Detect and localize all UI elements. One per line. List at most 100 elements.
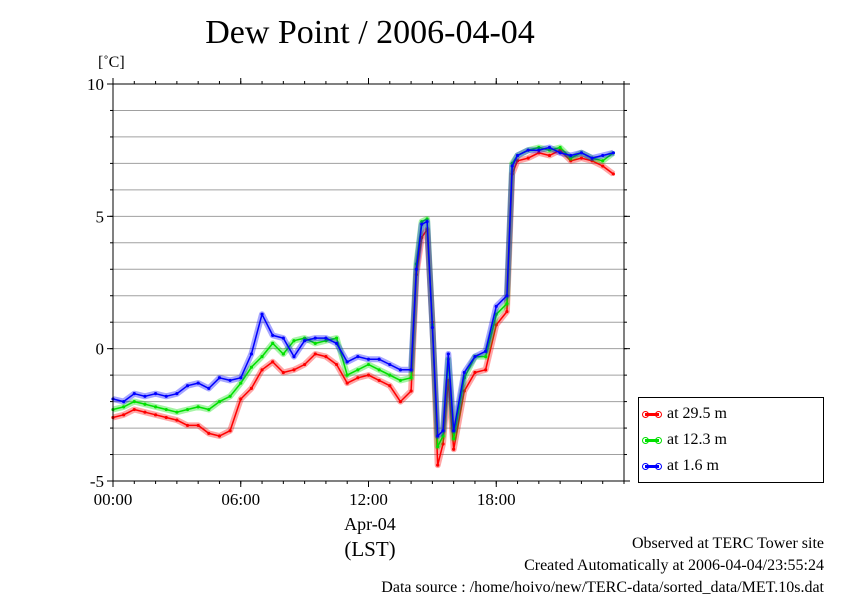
data-point: [579, 156, 584, 160]
data-point: [175, 418, 179, 422]
data-point: [601, 159, 605, 163]
data-point: [505, 302, 509, 306]
data-point: [228, 378, 232, 383]
series-lines: [111, 144, 616, 469]
data-point: [143, 394, 147, 398]
data-point: [281, 370, 285, 375]
data-point: [271, 360, 275, 364]
data-point: [122, 413, 126, 417]
data-point: [473, 355, 477, 359]
data-point: [122, 400, 126, 404]
data-point: [515, 153, 520, 158]
data-point: [249, 352, 253, 356]
data-point: [164, 407, 168, 412]
data-point: [292, 368, 296, 372]
y-tick-label: -5: [90, 472, 104, 491]
x-tick-label: 06:00: [221, 490, 260, 509]
data-point: [324, 339, 328, 343]
grid-lines: [113, 109, 624, 456]
x-axis-zone-label: (LST): [344, 537, 396, 561]
legend-label: at 29.5 m: [667, 405, 727, 422]
data-point: [292, 355, 296, 359]
data-point: [398, 400, 403, 404]
data-point: [303, 336, 307, 340]
data-point: [228, 394, 232, 398]
data-point: [436, 463, 440, 467]
data-point: [239, 397, 243, 401]
data-point: [430, 325, 434, 330]
data-point: [505, 310, 509, 314]
legend-item-12-3m: at 12.3 m: [642, 430, 727, 450]
data-point: [175, 410, 179, 414]
data-point: [324, 336, 328, 340]
data-point: [334, 362, 339, 367]
x-tick-label: 18:00: [477, 490, 516, 509]
data-point: [526, 148, 530, 152]
legend-item-1-6m: at 1.6 m: [642, 456, 719, 476]
x-tick-label: 00:00: [94, 490, 133, 509]
data-point: [366, 373, 371, 377]
data-point: [388, 373, 392, 377]
data-point: [579, 151, 584, 155]
y-tick-label: 0: [96, 340, 105, 359]
data-point: [271, 341, 275, 345]
data-point: [409, 368, 413, 372]
data-point: [462, 389, 466, 393]
data-point: [143, 402, 147, 406]
data-point: [569, 153, 573, 158]
data-point: [345, 381, 349, 385]
legend-swatch-blue: [642, 462, 662, 470]
data-point: [377, 378, 381, 383]
data-point: [446, 352, 450, 356]
legend-swatch-green: [642, 436, 662, 444]
data-point: [249, 365, 253, 369]
data-point: [217, 400, 222, 404]
data-point: [366, 362, 371, 367]
data-point: [196, 423, 200, 428]
data-point: [409, 376, 413, 380]
data-point: [547, 153, 552, 158]
legend-label: at 1.6 m: [667, 457, 719, 474]
data-point: [196, 405, 200, 409]
data-point: [452, 447, 456, 451]
series-band-2: [112, 144, 615, 439]
data-point: [484, 349, 488, 353]
y-tick-label: 5: [96, 207, 105, 226]
data-point: [590, 156, 594, 160]
data-point: [441, 429, 445, 433]
data-point: [132, 400, 136, 404]
data-point: [569, 159, 573, 163]
data-point: [217, 434, 222, 438]
data-point: [558, 151, 562, 155]
data-point: [425, 217, 429, 221]
data-point: [260, 368, 264, 372]
data-point: [292, 339, 296, 343]
legend-item-29-5m: at 29.5 m: [642, 404, 727, 424]
data-point: [484, 355, 488, 359]
data-point: [164, 394, 168, 398]
data-point: [441, 434, 445, 438]
data-point: [313, 341, 317, 345]
data-point: [377, 357, 381, 361]
chart-title: Dew Point / 2006-04-04: [205, 14, 535, 51]
data-point: [356, 376, 360, 380]
data-point: [494, 304, 498, 308]
data-point: [260, 312, 264, 316]
data-point: [366, 357, 371, 361]
data-point: [510, 164, 514, 168]
series-band-0: [112, 147, 616, 469]
data-point: [143, 410, 147, 414]
data-point: [228, 429, 232, 433]
data-point: [537, 151, 541, 155]
data-point: [356, 355, 360, 359]
data-point: [558, 145, 562, 150]
data-point: [207, 407, 211, 412]
data-point: [185, 423, 190, 428]
data-point: [420, 222, 424, 226]
series-line-2: [112, 146, 614, 437]
data-point: [303, 362, 307, 367]
data-point: [303, 339, 307, 343]
data-point: [334, 341, 339, 345]
data-point: [462, 370, 466, 375]
